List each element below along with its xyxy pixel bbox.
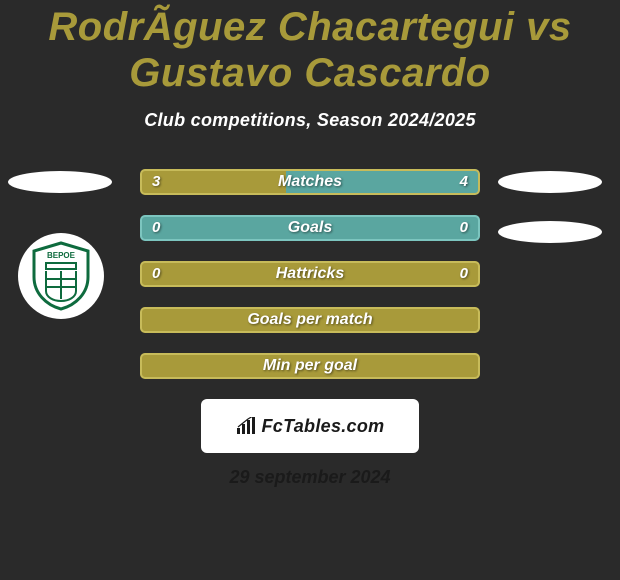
player-marker-right — [498, 221, 602, 243]
stat-row: 00Hattricks — [0, 261, 620, 287]
stat-row: 00Goals — [0, 215, 620, 241]
stat-value-left: 3 — [152, 169, 160, 195]
stat-row: Min per goal — [0, 353, 620, 379]
bar-chart-icon — [236, 417, 258, 435]
stat-bar — [140, 353, 480, 379]
bar-fill-left — [140, 261, 310, 287]
subtitle: Club competitions, Season 2024/2025 — [0, 110, 620, 131]
stat-bar — [140, 215, 480, 241]
stat-value-right: 4 — [460, 169, 468, 195]
player-marker-right — [498, 171, 602, 193]
stat-value-left: 0 — [152, 215, 160, 241]
stat-row: 34Matches — [0, 169, 620, 195]
stat-bar — [140, 169, 480, 195]
bar-fill-right — [286, 169, 480, 195]
bar-fill-right — [310, 215, 480, 241]
date-text: 29 september 2024 — [0, 467, 620, 488]
bar-fill-right — [310, 353, 480, 379]
stat-bar — [140, 261, 480, 287]
bar-fill-left — [140, 353, 310, 379]
brand-box: FcTables.com — [201, 399, 419, 453]
bar-fill-right — [310, 307, 480, 333]
player-marker-left — [8, 171, 112, 193]
stat-value-right: 0 — [460, 261, 468, 287]
stats-area: BEPOE 34Matches00Goals00HattricksGoals p… — [0, 169, 620, 379]
bar-fill-left — [140, 215, 310, 241]
page-title: RodrÃ­guez Chacartegui vs Gustavo Cascar… — [0, 0, 620, 96]
stat-bar — [140, 307, 480, 333]
bar-fill-left — [140, 169, 286, 195]
brand-text: FcTables.com — [262, 416, 385, 437]
stat-row: Goals per match — [0, 307, 620, 333]
bar-fill-right — [310, 261, 480, 287]
stat-value-left: 0 — [152, 261, 160, 287]
stat-value-right: 0 — [460, 215, 468, 241]
bar-fill-left — [140, 307, 310, 333]
comparison-card: RodrÃ­guez Chacartegui vs Gustavo Cascar… — [0, 0, 620, 580]
svg-text:BEPOE: BEPOE — [47, 251, 76, 260]
